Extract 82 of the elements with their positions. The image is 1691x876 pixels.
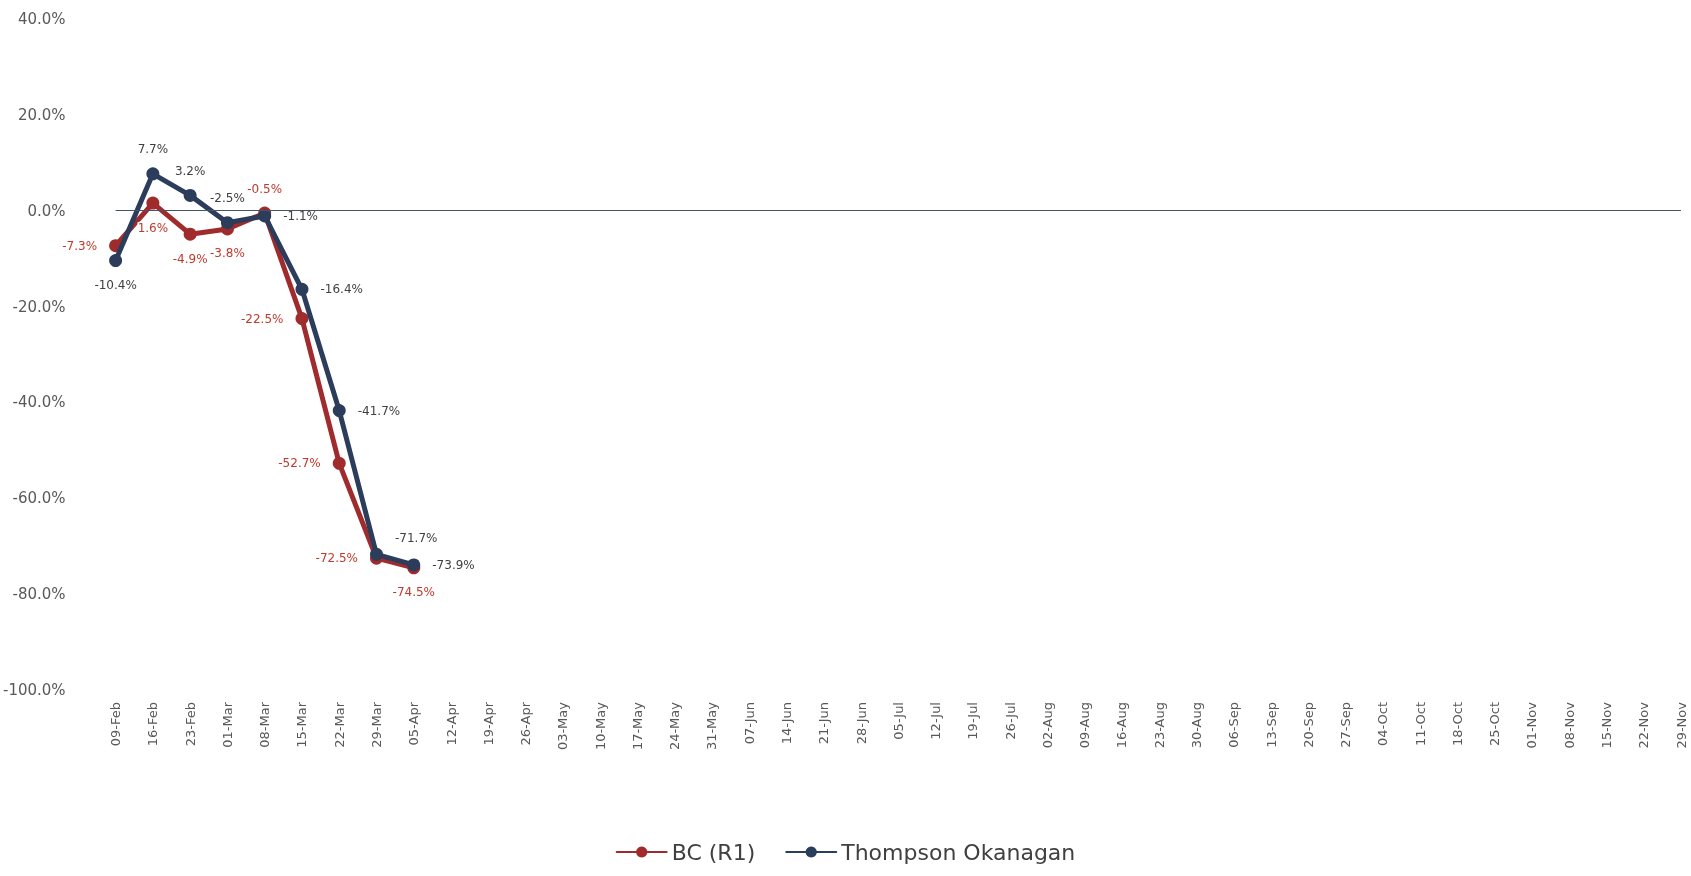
data-label: -4.9%	[172, 251, 208, 266]
data-label: -73.9%	[432, 557, 475, 572]
point	[332, 404, 346, 418]
x-tick-label: 28-Jun	[853, 702, 869, 745]
x-tick-label: 04-Oct	[1375, 702, 1391, 747]
x-tick-label: 09-Feb	[108, 702, 124, 747]
point	[109, 254, 123, 268]
x-tick-label: 10-May	[592, 701, 608, 751]
data-label: 7.7%	[137, 142, 169, 157]
data-label: 3.2%	[174, 163, 206, 178]
point	[370, 547, 384, 561]
data-label: -22.5%	[241, 311, 284, 326]
x-tick-label: 14-Jun	[778, 702, 794, 745]
x-tick-label: 27-Sep	[1338, 702, 1354, 748]
x-tick-label: 20-Sep	[1300, 702, 1316, 748]
data-label: -71.7%	[395, 531, 438, 546]
data-label: -2.5%	[210, 191, 245, 206]
x-tick-label: 24-May	[667, 701, 683, 751]
data-label: 1.6%	[137, 220, 169, 235]
data-label: -10.4%	[94, 278, 137, 293]
x-tick-label: 29-Mar	[369, 701, 385, 748]
x-tick-label: 03-May	[555, 701, 571, 751]
x-tick-label: 07-Jun	[741, 702, 757, 745]
point	[220, 216, 234, 230]
legend-label: BC (R1)	[671, 839, 756, 865]
x-tick-label: 31-May	[704, 701, 720, 751]
x-tick-label: 02-Aug	[1039, 702, 1055, 749]
x-tick-label: 15-Mar	[294, 701, 310, 748]
data-label: -3.8%	[210, 246, 245, 261]
point	[295, 312, 309, 326]
x-tick-label: 23-Aug	[1151, 702, 1167, 749]
x-tick-label: 22-Mar	[331, 701, 347, 748]
x-tick-label: 29-Nov	[1673, 701, 1689, 749]
x-tick-label: 26-Jul	[1002, 702, 1018, 740]
x-tick-label: 16-Feb	[145, 702, 161, 747]
y-tick-label: 40.0%	[17, 10, 66, 28]
x-tick-label: 15-Nov	[1598, 701, 1614, 749]
x-tick-label: 12-Apr	[443, 701, 459, 746]
x-tick-label: 01-Mar	[219, 701, 235, 748]
y-tick-label: 0.0%	[27, 201, 66, 220]
x-tick-label: 16-Aug	[1114, 702, 1130, 749]
point	[146, 196, 160, 210]
x-tick-label: 17-May	[629, 701, 645, 751]
data-label: -74.5%	[392, 585, 435, 600]
data-label: -0.5%	[247, 181, 283, 196]
y-tick-label: -20.0%	[12, 297, 66, 316]
x-tick-label: 05-Apr	[406, 701, 422, 746]
x-tick-label: 26-Apr	[518, 701, 534, 746]
x-tick-label: 23-Feb	[182, 702, 198, 747]
y-tick-label: 20.0%	[17, 105, 66, 124]
legend-label: Thompson Okanagan	[840, 839, 1076, 865]
x-tick-label: 01-Nov	[1524, 701, 1540, 749]
data-label: -41.7%	[357, 403, 401, 418]
x-tick-label: 22-Nov	[1636, 701, 1652, 749]
point	[183, 188, 197, 202]
data-label: -7.3%	[62, 238, 98, 253]
data-label: -72.5%	[315, 551, 359, 566]
y-tick-label: -80.0%	[12, 585, 66, 604]
point	[146, 167, 160, 181]
x-tick-label: 21-Jun	[816, 702, 832, 745]
y-tick-label: -40.0%	[12, 393, 66, 412]
y-tick-label: -100.0%	[3, 681, 66, 699]
x-tick-label: 30-Aug	[1188, 702, 1204, 749]
x-tick-label: 05-Jul	[890, 702, 906, 740]
data-label: -52.7%	[278, 456, 321, 471]
point	[332, 456, 346, 470]
x-tick-label: 09-Aug	[1077, 702, 1093, 749]
y-tick-label: -60.0%	[12, 489, 66, 508]
x-tick-label: 08-Nov	[1561, 701, 1577, 749]
point	[295, 282, 309, 296]
point	[183, 227, 197, 241]
data-label: -16.4%	[320, 282, 363, 297]
x-tick-label: 11-Oct	[1412, 702, 1428, 747]
x-tick-label: 13-Sep	[1263, 702, 1279, 748]
x-tick-label: 12-Jul	[928, 702, 944, 740]
x-tick-label: 25-Oct	[1487, 702, 1503, 747]
x-tick-label: 06-Sep	[1226, 702, 1242, 748]
x-tick-label: 18-Oct	[1449, 702, 1465, 747]
x-tick-label: 19-Apr	[480, 701, 496, 746]
x-tick-label: 08-Mar	[257, 701, 273, 748]
x-tick-label: 19-Jul	[965, 702, 981, 740]
data-label: -1.1%	[283, 208, 319, 223]
